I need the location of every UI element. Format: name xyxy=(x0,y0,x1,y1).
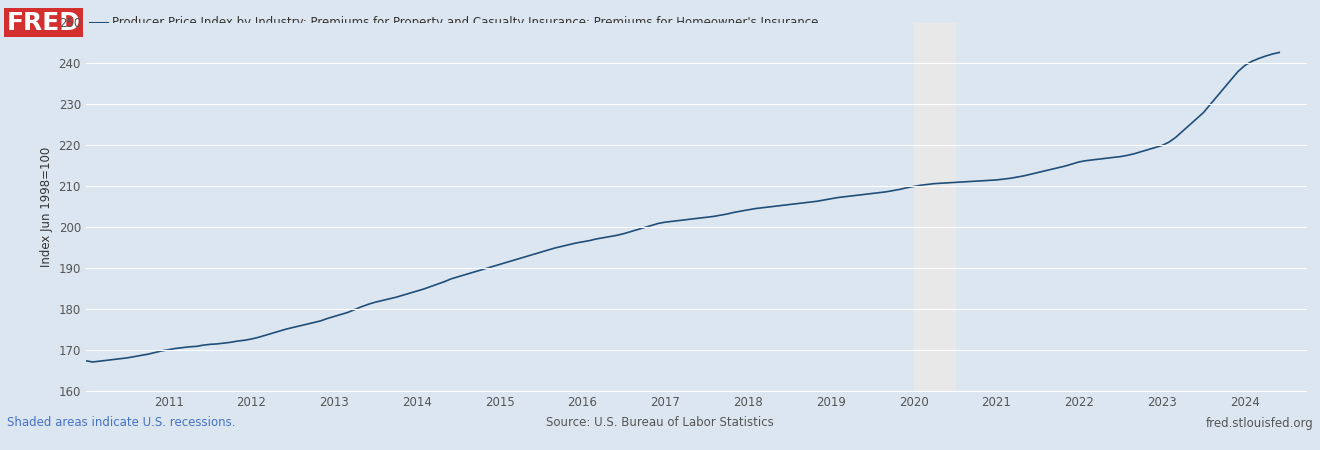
Text: FRED: FRED xyxy=(7,10,81,35)
Text: fred.stlouisfed.org: fred.stlouisfed.org xyxy=(1205,417,1313,429)
Text: Producer Price Index by Industry: Premiums for Property and Casualty Insurance: : Producer Price Index by Industry: Premiu… xyxy=(112,16,818,29)
Bar xyxy=(913,22,954,392)
Text: Source: U.S. Bureau of Labor Statistics: Source: U.S. Bureau of Labor Statistics xyxy=(546,417,774,429)
Y-axis label: Index Jun 1998=100: Index Jun 1998=100 xyxy=(40,147,53,267)
Text: Shaded areas indicate U.S. recessions.: Shaded areas indicate U.S. recessions. xyxy=(7,417,235,429)
